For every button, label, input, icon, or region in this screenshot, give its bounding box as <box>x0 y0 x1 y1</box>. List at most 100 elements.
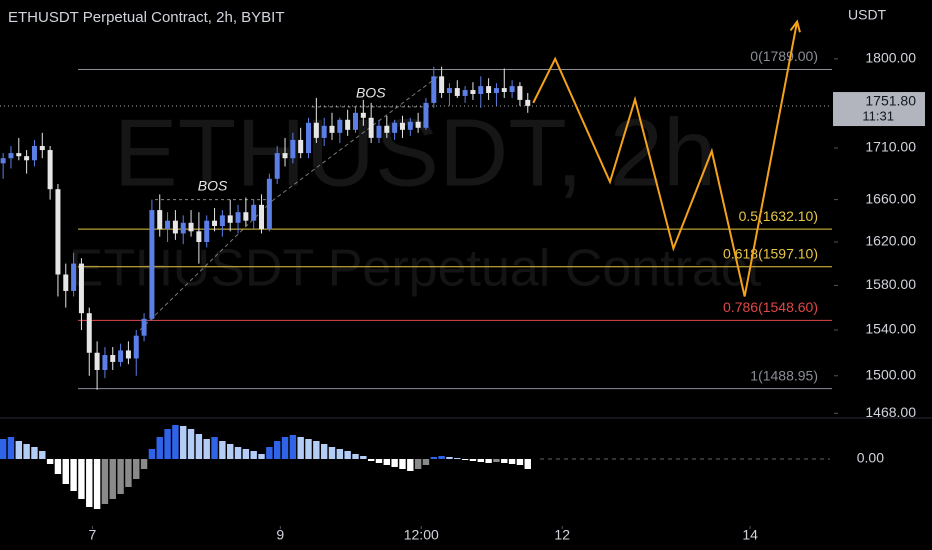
candle-body <box>24 156 30 161</box>
candle-body <box>180 222 186 234</box>
candle-body <box>493 88 499 93</box>
histogram-bar <box>195 434 203 459</box>
candle-body <box>141 318 147 336</box>
candle-body <box>102 355 108 370</box>
x-tick-label: 9 <box>276 527 284 543</box>
candle-body <box>298 139 304 154</box>
histogram-bar <box>375 459 383 463</box>
histogram-bar <box>508 459 516 464</box>
histogram-bar <box>70 459 77 491</box>
histogram-bar <box>352 454 359 459</box>
y-tick-label: 0.00 <box>857 450 884 466</box>
histogram-bar <box>360 456 367 459</box>
histogram-bar <box>320 444 328 459</box>
histogram-bar <box>414 459 422 469</box>
histogram-bar <box>407 459 414 471</box>
histogram-bar <box>383 459 391 465</box>
last-price-box <box>833 92 925 127</box>
candle-body <box>47 150 53 190</box>
candle-body <box>243 212 249 221</box>
histogram-bar <box>203 439 210 459</box>
fib-label: 1(1488.95) <box>750 367 818 383</box>
histogram-bar <box>493 459 500 462</box>
candle-body <box>227 215 233 223</box>
histogram-bar <box>211 437 218 459</box>
candle-body <box>39 145 45 151</box>
histogram-bar <box>133 459 140 479</box>
y-tick-label: 1468.00 <box>865 404 916 420</box>
candle-body <box>235 212 241 223</box>
candle-body <box>509 86 515 93</box>
histogram-bar <box>367 459 375 461</box>
candle-body <box>352 112 358 130</box>
trend-line <box>271 74 441 202</box>
candle-body <box>454 88 460 96</box>
y-tick-label: 1620.00 <box>865 233 916 249</box>
candle-body <box>462 90 468 96</box>
candle-body <box>431 76 437 103</box>
candle-body <box>392 122 398 133</box>
histogram-bar <box>156 437 163 459</box>
candle-body <box>251 204 257 221</box>
countdown-label: 11:31 <box>862 108 894 123</box>
candle-body <box>219 215 225 226</box>
x-tick-label: 12 <box>554 527 570 543</box>
histogram-bar <box>438 456 445 459</box>
projection-arrowhead <box>789 19 801 33</box>
histogram-bar <box>289 435 297 459</box>
y-tick-label: 1660.00 <box>865 190 916 206</box>
candle-body <box>16 153 22 157</box>
candle-body <box>384 125 390 133</box>
axis-label: USDT <box>848 7 887 23</box>
candle-body <box>329 125 335 133</box>
histogram-bar <box>266 447 273 459</box>
candle-body <box>86 313 92 353</box>
candle-body <box>407 121 413 130</box>
candle-body <box>423 102 429 128</box>
y-tick-label: 1500.00 <box>865 366 916 382</box>
histogram-bar <box>86 459 93 507</box>
fib-label: 0(1789.00) <box>750 48 818 64</box>
y-tick-label: 1710.00 <box>865 139 916 155</box>
histogram-bar <box>250 451 257 459</box>
histogram-bar <box>273 441 281 459</box>
histogram-bar <box>344 451 351 459</box>
candle-body <box>446 88 452 93</box>
histogram-bar <box>477 459 484 462</box>
trend-line <box>139 200 273 331</box>
histogram-bar <box>485 459 492 463</box>
candle-body <box>517 86 523 100</box>
histogram-bar <box>109 459 116 499</box>
histogram-bar <box>219 441 226 459</box>
candle-body <box>525 99 531 106</box>
candle-body <box>368 117 374 138</box>
histogram-bar <box>39 451 46 459</box>
candle-body <box>204 220 210 243</box>
candle-body <box>133 335 139 359</box>
histogram-bar <box>148 449 156 459</box>
candle-body <box>55 189 61 275</box>
candle-body <box>63 274 69 291</box>
histogram-bar <box>227 444 234 459</box>
bos-label: BOS <box>356 85 386 101</box>
histogram-bar <box>469 459 477 461</box>
histogram-bar <box>101 459 109 504</box>
histogram-bar <box>23 444 30 459</box>
histogram-bar <box>0 439 7 459</box>
histogram-bar <box>336 449 344 459</box>
candle-body <box>345 119 351 130</box>
histogram-bar <box>54 459 62 474</box>
histogram-bar <box>31 447 38 459</box>
candle-body <box>94 352 100 370</box>
candle-body <box>274 153 280 179</box>
watermark: ETHUSDT Perpetual Contract <box>69 240 762 298</box>
candle-body <box>196 231 202 243</box>
candle-body <box>337 119 343 133</box>
y-tick-label: 1580.00 <box>865 276 916 292</box>
histogram-bar <box>501 459 508 463</box>
histogram-bar <box>313 441 320 459</box>
candle-body <box>149 210 155 319</box>
candle-body <box>31 145 37 161</box>
histogram-bar <box>117 459 124 494</box>
histogram-bar <box>187 429 195 459</box>
